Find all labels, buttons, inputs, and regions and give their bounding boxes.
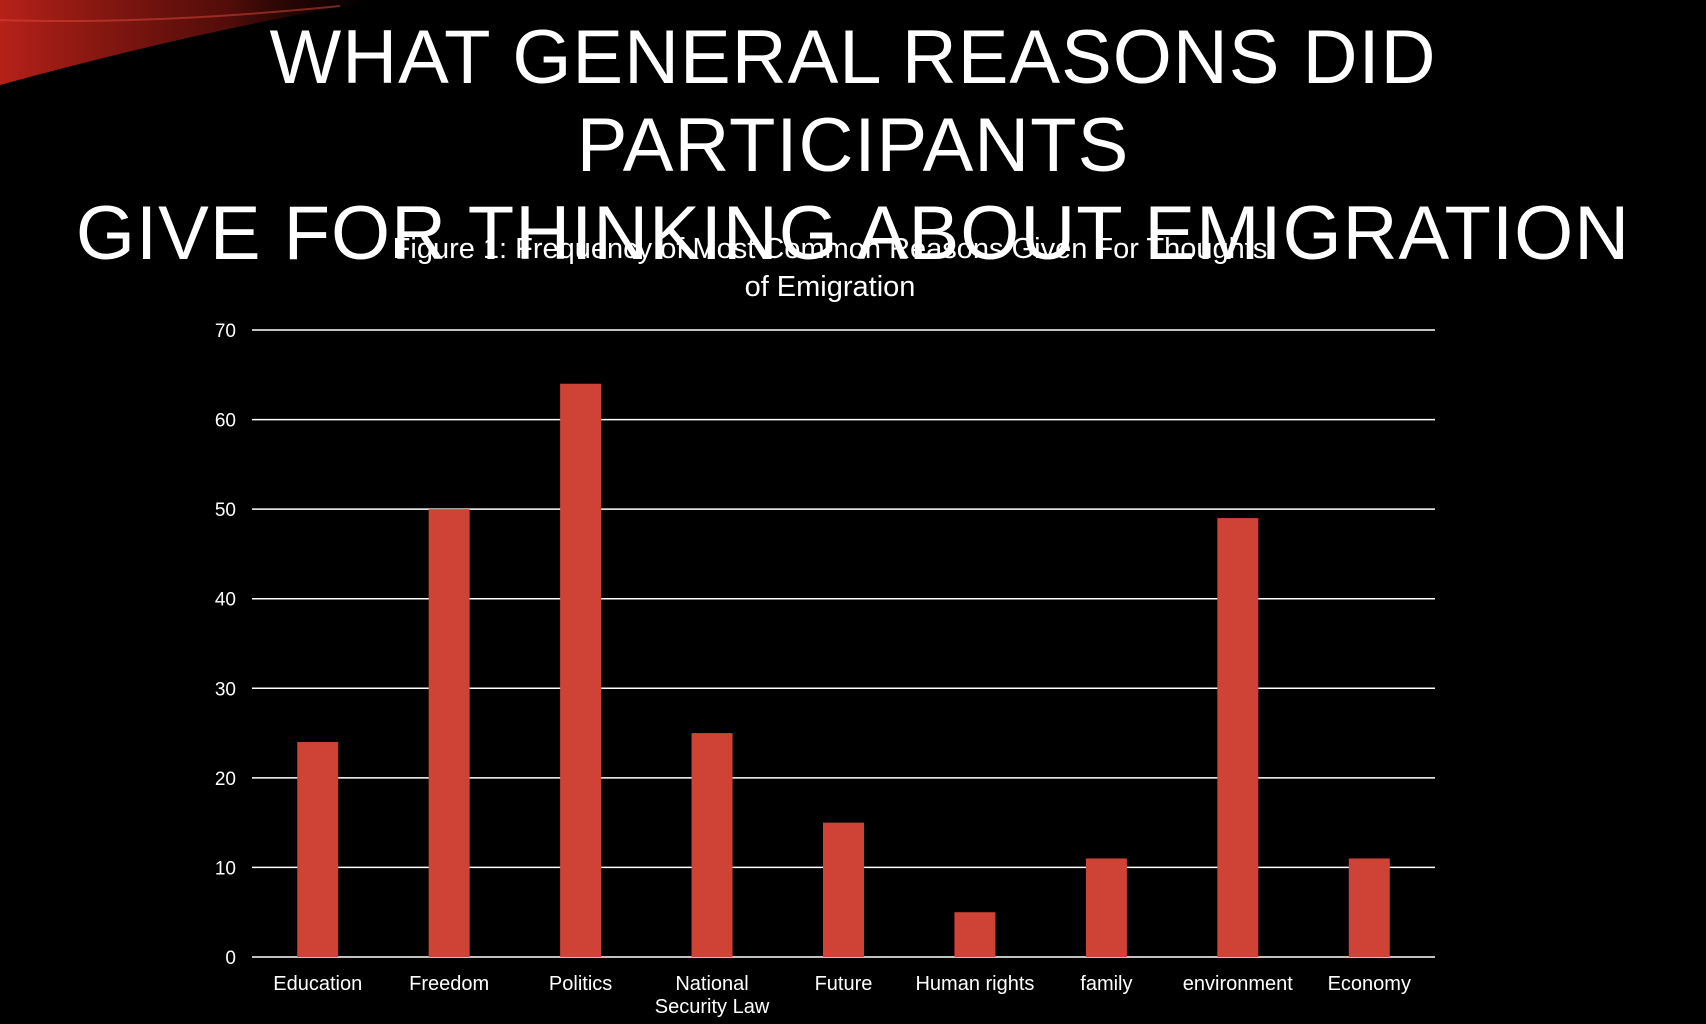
slide-title: WHAT GENERAL REASONS DID PARTICIPANTS GI… xyxy=(0,14,1706,278)
y-tick-label-40: 40 xyxy=(215,590,236,611)
y-tick-label-10: 10 xyxy=(215,858,236,879)
bar-national-security-law xyxy=(691,733,733,957)
bar-environment xyxy=(1217,518,1259,957)
slide-title-line-1: WHAT GENERAL REASONS DID PARTICIPANTS xyxy=(269,15,1437,188)
x-label-human-rights: Human rights xyxy=(915,973,1034,995)
x-label-future: Future xyxy=(815,973,873,995)
chart-title-line-1: Figure 1: Frequency of Most Common Reaso… xyxy=(393,233,1268,265)
chart-title-line-2: of Emigration xyxy=(745,271,916,303)
y-tick-label-50: 50 xyxy=(215,500,236,521)
bar-freedom xyxy=(428,509,470,957)
bar-education xyxy=(297,742,339,957)
y-axis-ticks: 0 10 20 30 40 50 60 70 xyxy=(215,321,236,969)
slide-title-line-2: GIVE FOR THINKING ABOUT EMIGRATION xyxy=(75,191,1631,276)
y-tick-label-60: 60 xyxy=(215,411,236,432)
bar-human-rights xyxy=(954,912,996,957)
bars xyxy=(297,383,1390,957)
bar-family xyxy=(1085,858,1127,957)
bar-economy xyxy=(1348,858,1390,957)
bar-future xyxy=(823,822,864,957)
x-axis-labels: Education Freedom Politics National Security… xyxy=(273,973,1411,1018)
y-tick-label-30: 30 xyxy=(215,679,236,700)
x-label-politics: Politics xyxy=(549,973,612,995)
x-label-freedom: Freedom xyxy=(409,973,489,995)
x-label-family: family xyxy=(1080,973,1132,995)
chart-title: Figure 1: Frequency of Most Common Reaso… xyxy=(393,233,1268,303)
x-label-education: Education xyxy=(273,973,362,995)
x-label-economy: Economy xyxy=(1328,973,1411,995)
x-label-environment: environment xyxy=(1183,973,1294,995)
y-tick-label-20: 20 xyxy=(215,769,236,790)
bar-politics xyxy=(560,383,602,957)
y-tick-label-0: 0 xyxy=(225,948,236,969)
y-tick-label-70: 70 xyxy=(215,321,236,342)
x-label-national-security-law: National Security Law xyxy=(655,973,770,1018)
